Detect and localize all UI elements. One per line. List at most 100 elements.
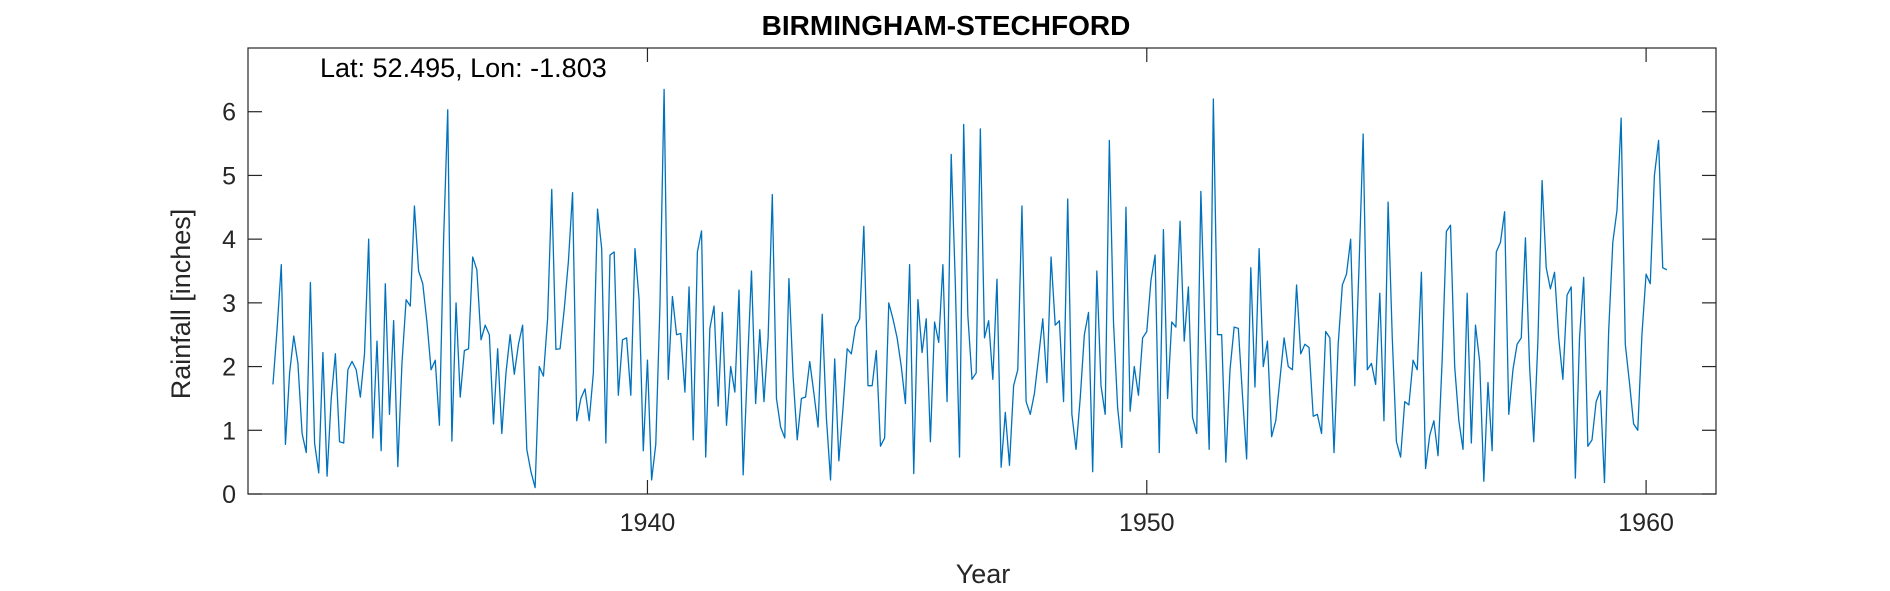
data-point (1200, 191, 1201, 192)
data-point (980, 128, 981, 129)
data-point (1433, 420, 1434, 421)
data-point (1475, 325, 1476, 326)
data-point (884, 437, 885, 438)
data-point (755, 403, 756, 404)
data-point (1071, 414, 1072, 415)
data-point (946, 401, 947, 402)
plot-frame (247, 47, 1717, 495)
data-point (1213, 98, 1214, 99)
data-point (460, 397, 461, 398)
data-point (1283, 337, 1284, 338)
data-point (351, 361, 352, 362)
data-point (822, 314, 823, 315)
data-point (688, 286, 689, 287)
data-point (597, 209, 598, 210)
data-point (1379, 293, 1380, 294)
data-point (343, 442, 344, 443)
data-point (430, 369, 431, 370)
data-point (1046, 382, 1047, 383)
data-point (1437, 455, 1438, 456)
data-point (385, 283, 386, 284)
data-point (472, 256, 473, 257)
data-point (1150, 280, 1151, 281)
data-point (1550, 288, 1551, 289)
data-point (1641, 334, 1642, 335)
data-point (1525, 237, 1526, 238)
data-point (589, 420, 590, 421)
data-point (530, 471, 531, 472)
data-point (1013, 385, 1014, 386)
data-point (372, 437, 373, 438)
data-point (1084, 334, 1085, 335)
data-point (1616, 210, 1617, 211)
data-point (468, 348, 469, 349)
data-point (277, 328, 278, 329)
data-point (326, 476, 327, 477)
data-point (1179, 221, 1180, 222)
data-point (672, 296, 673, 297)
data-point (501, 433, 502, 434)
data-point (414, 205, 415, 206)
data-point (1645, 274, 1646, 275)
y-tick-label: 6 (222, 99, 236, 127)
data-point (289, 372, 290, 373)
data-point (301, 433, 302, 434)
data-point (1005, 412, 1006, 413)
y-tick-label: 0 (222, 481, 236, 509)
x-tick-label: 1960 (1618, 509, 1674, 537)
data-point (1512, 369, 1513, 370)
data-point (776, 398, 777, 399)
data-point (705, 456, 706, 457)
data-point (1333, 452, 1334, 453)
data-point (967, 315, 968, 316)
data-point (664, 89, 665, 90)
data-point (780, 427, 781, 428)
data-point (555, 349, 556, 350)
data-point (1196, 433, 1197, 434)
data-point (418, 270, 419, 271)
data-point (1350, 239, 1351, 240)
data-point (1163, 229, 1164, 230)
data-point (1209, 449, 1210, 450)
data-point (1321, 433, 1322, 434)
data-point (1650, 283, 1651, 284)
data-point (959, 456, 960, 457)
data-point (318, 472, 319, 473)
data-point (609, 254, 610, 255)
data-point (360, 397, 361, 398)
data-point (1625, 344, 1626, 345)
data-point (331, 398, 332, 399)
data-point (1467, 293, 1468, 294)
data-point (293, 335, 294, 336)
data-point (1159, 452, 1160, 453)
data-point (734, 391, 735, 392)
data-point (1296, 284, 1297, 285)
data-point (1138, 395, 1139, 396)
data-point (322, 352, 323, 353)
data-point (1637, 430, 1638, 431)
data-point (1600, 390, 1601, 391)
data-point (584, 388, 585, 389)
data-point (493, 423, 494, 424)
data-point (389, 414, 390, 415)
data-point (281, 264, 282, 265)
data-point (1229, 369, 1230, 370)
data-point (851, 353, 852, 354)
data-point (1001, 467, 1002, 468)
data-point (364, 353, 365, 354)
data-point (547, 318, 548, 319)
data-point (1454, 366, 1455, 367)
data-point (1342, 284, 1343, 285)
data-point (1121, 447, 1122, 448)
data-point (751, 270, 752, 271)
data-point (892, 318, 893, 319)
data-point (1067, 198, 1068, 199)
data-point (934, 321, 935, 322)
data-point (451, 441, 452, 442)
data-point (1234, 326, 1235, 327)
data-point (1288, 366, 1289, 367)
data-point (368, 239, 369, 240)
data-point (510, 334, 511, 335)
y-tick-label: 5 (222, 162, 236, 190)
